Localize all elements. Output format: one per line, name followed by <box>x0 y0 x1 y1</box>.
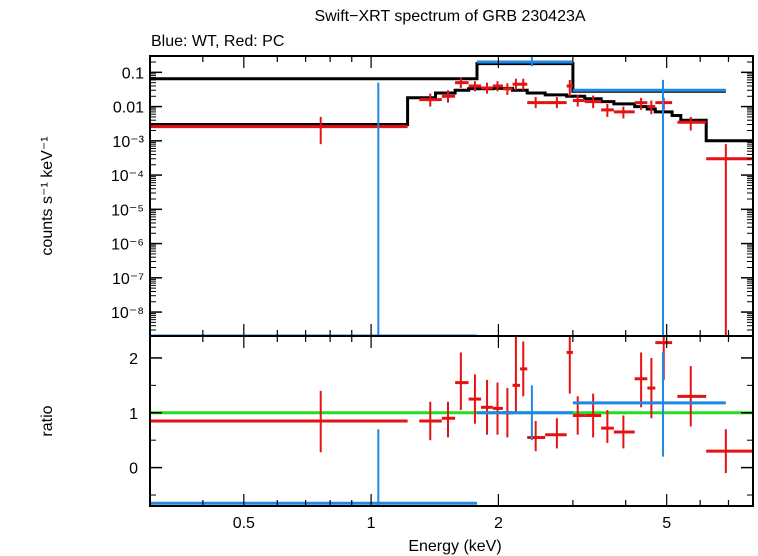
spectrum-pc-point <box>512 78 521 91</box>
spectrum-pc-point <box>572 94 585 107</box>
spectrum-pc-point <box>502 83 513 95</box>
top-ytick-label: 10⁻⁸ <box>111 305 144 322</box>
bottom-ylabel: ratio <box>39 405 56 436</box>
ratio-pc-point <box>468 374 482 424</box>
xtick-label: 1 <box>367 515 376 532</box>
ratio-pc-point <box>150 390 408 453</box>
ratio-pc-point <box>677 366 707 427</box>
ratio-pc-point <box>566 336 573 394</box>
top-ytick-label: 10⁻⁵ <box>111 202 144 219</box>
ratio-pc-point <box>584 393 602 438</box>
spectrum-pc-point <box>545 97 567 109</box>
top-ylabel: counts s⁻¹ keV⁻¹ <box>39 136 56 255</box>
ratio-pc-point <box>706 429 753 474</box>
ratio-pc-point <box>545 418 567 449</box>
ratio-pc-point <box>601 410 614 443</box>
spectrum-pc-point <box>527 97 546 109</box>
top-ytick-label: 10⁻³ <box>112 134 144 151</box>
ratio-pc-point <box>512 336 521 413</box>
ratio-pc-point <box>455 352 469 411</box>
xtick-label: 2 <box>494 515 503 532</box>
spectrum-pc-point <box>455 77 469 88</box>
top-ytick-label: 10⁻⁴ <box>111 168 144 185</box>
spectrum-pc-point <box>492 81 503 92</box>
ratio-pc-point <box>520 341 528 397</box>
spectrum-pc-point <box>647 100 656 115</box>
xtick-label: 0.5 <box>233 515 255 532</box>
bottom-ytick-label: 0 <box>129 461 138 478</box>
chart-subtitle: Blue: WT, Red: PC <box>151 33 284 50</box>
spectrum-panel <box>150 56 753 336</box>
spectrum-wt-point <box>572 79 726 336</box>
ratio-pc-point <box>613 415 635 449</box>
ratio-wt-point <box>477 385 573 441</box>
top-ytick-label: 0.1 <box>122 65 144 82</box>
spectrum-pc-point <box>441 90 456 103</box>
ratio-pc-point <box>647 357 656 419</box>
spectrum-pc-point <box>566 79 573 97</box>
top-ytick-label: 0.01 <box>113 100 144 117</box>
spectrum-pc-point <box>706 144 753 336</box>
ratio-pc-point <box>634 352 648 408</box>
top-ytick-label: 10⁻⁶ <box>111 237 144 254</box>
spectrum-wt-point <box>477 56 573 67</box>
spectrum-pc-point <box>419 93 442 107</box>
model-step-line-pc <box>150 86 753 143</box>
model-step-line-wt <box>150 62 726 93</box>
ratio-wt-point <box>572 352 726 457</box>
xtick-label: 5 <box>662 515 671 532</box>
spectrum-pc-point <box>601 103 614 117</box>
chart-title: Swift−XRT spectrum of GRB 230423A <box>314 8 585 25</box>
ratio-pc-point <box>481 379 493 435</box>
ratio-pc-point <box>527 421 546 452</box>
spectrum-pc-point <box>150 116 408 145</box>
spectrum-pc-point <box>481 82 493 94</box>
ratio-panel <box>150 336 753 506</box>
spectrum-pc-point <box>520 78 528 91</box>
bottom-ytick-label: 2 <box>129 351 138 368</box>
spectrum-pc-point <box>634 97 648 110</box>
x-axis-label: Energy (keV) <box>408 538 501 555</box>
ratio-pc-point <box>441 401 456 438</box>
spectrum-pc-point <box>468 81 482 92</box>
ratio-pc-point <box>419 401 442 441</box>
bottom-panel-frame <box>149 335 754 507</box>
bottom-ytick-label: 1 <box>129 406 138 423</box>
ratio-wt-point <box>150 429 478 506</box>
top-ytick-label: 10⁻⁷ <box>112 271 144 288</box>
spectrum-pc-point <box>613 106 635 119</box>
spectrum-wt-point <box>150 82 478 336</box>
spectrum-pc-point <box>584 95 602 109</box>
spectrum-pc-point <box>677 116 707 131</box>
ratio-pc-point <box>492 382 503 435</box>
